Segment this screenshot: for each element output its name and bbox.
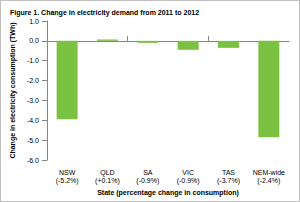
svg-text:Figure 1. Change in electricit: Figure 1. Change in electricity demand f… [10,9,199,17]
svg-text:VIC: VIC [182,169,194,176]
svg-text:-3.0: -3.0 [27,97,39,104]
svg-text:(-0.9%): (-0.9%) [136,177,159,185]
svg-text:(-3.7%): (-3.7%) [217,177,240,185]
svg-text:(-2.4%): (-2.4%) [257,177,280,185]
svg-text:State (percentage change in co: State (percentage change in consumption) [97,189,239,197]
svg-text:TAS: TAS [222,169,235,176]
svg-text:NSW: NSW [59,169,76,176]
svg-text:-2.0: -2.0 [27,77,39,84]
svg-text:-6.0: -6.0 [27,157,39,164]
svg-text:-4.0: -4.0 [27,117,39,124]
svg-text:QLD: QLD [100,169,114,177]
svg-text:(+0.1%): (+0.1%) [95,177,120,185]
svg-text:NEM-wide: NEM-wide [253,169,285,176]
svg-text:Change in electricity consumpt: Change in electricity consumption (TWh) [9,22,17,158]
svg-text:SA: SA [143,169,153,176]
svg-text:1.0: 1.0 [29,18,39,25]
svg-text:(-5.2%): (-5.2%) [56,177,79,185]
svg-text:0.0: 0.0 [29,37,39,44]
svg-text:(-0.9%): (-0.9%) [177,177,200,185]
svg-text:-5.0: -5.0 [27,137,39,144]
svg-text:-1.0: -1.0 [27,57,39,64]
